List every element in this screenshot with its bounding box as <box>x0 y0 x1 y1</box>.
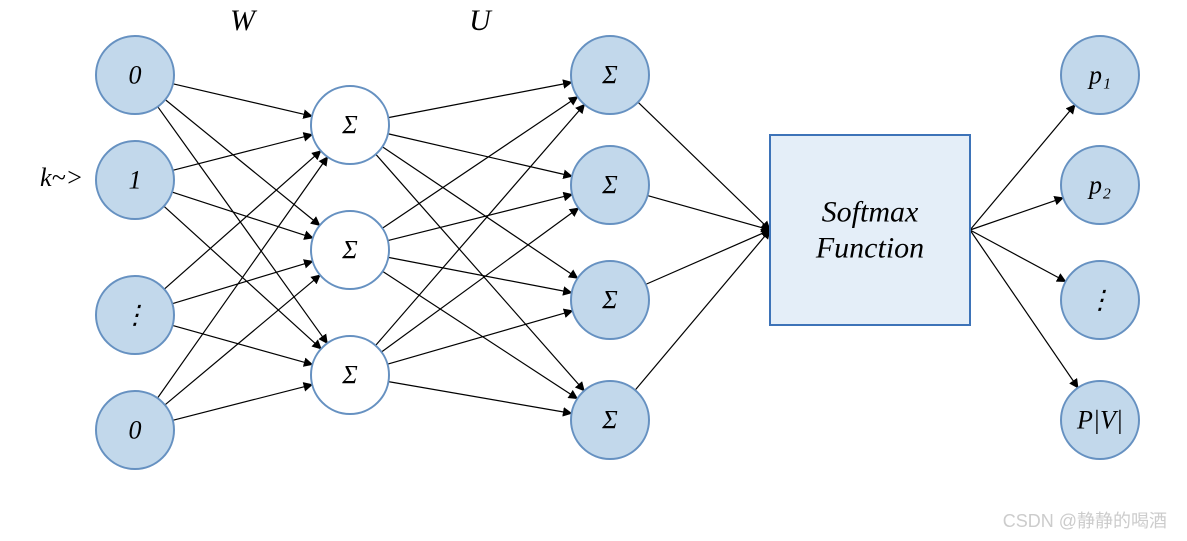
hidden1-node-label: Σ <box>341 236 358 265</box>
output-node-label: ⋮ <box>1087 286 1113 315</box>
hidden2-node-label: Σ <box>601 61 618 90</box>
input-pointer-label: k~> <box>40 163 83 192</box>
softmax-label-1: Softmax <box>822 196 919 229</box>
edge <box>172 192 313 238</box>
edge <box>635 230 770 390</box>
edge <box>383 271 578 398</box>
edge <box>382 97 577 228</box>
edge <box>173 385 312 421</box>
edge <box>158 107 328 344</box>
hidden2-node-label: Σ <box>601 286 618 315</box>
edge <box>376 104 585 345</box>
edge <box>173 325 313 364</box>
input-node-label: 0 <box>129 416 142 445</box>
output-node-label: p₁ <box>1087 61 1111 90</box>
edge <box>381 208 578 352</box>
output-node-label: p₂ <box>1087 171 1111 200</box>
edge <box>173 135 312 171</box>
output-node-label: P|V| <box>1076 406 1123 435</box>
edge <box>165 275 320 405</box>
edge <box>173 84 312 116</box>
edge <box>388 194 572 240</box>
hidden1-node-label: Σ <box>341 111 358 140</box>
edge <box>165 100 320 226</box>
softmax-label-2: Function <box>815 232 924 265</box>
watermark: CSDN @静静的喝酒 <box>1003 511 1167 531</box>
edge <box>164 151 321 289</box>
edge <box>646 230 770 284</box>
edge <box>382 147 577 278</box>
weight-label-u: U <box>469 4 493 37</box>
hidden2-node-label: Σ <box>601 171 618 200</box>
hidden1-node-label: Σ <box>341 361 358 390</box>
edge <box>376 154 584 390</box>
edge <box>388 82 571 117</box>
neural-network-diagram: 0 1 ⋮ 0 Σ Σ Σ Σ Σ Σ Σp₁ p₂ ⋮ P|V| SoftmaxFunction W Uk~>… <box>0 0 1187 541</box>
input-node-label: 1 <box>129 166 142 195</box>
edge <box>387 311 572 364</box>
input-node-label: 0 <box>129 61 142 90</box>
edge <box>388 257 571 292</box>
softmax-box <box>770 135 970 325</box>
weight-label-w: W <box>230 4 258 37</box>
edge <box>172 261 312 303</box>
hidden2-node-label: Σ <box>601 406 618 435</box>
edge <box>388 382 571 414</box>
input-node-label: ⋮ <box>122 301 148 330</box>
edge <box>970 230 1066 282</box>
